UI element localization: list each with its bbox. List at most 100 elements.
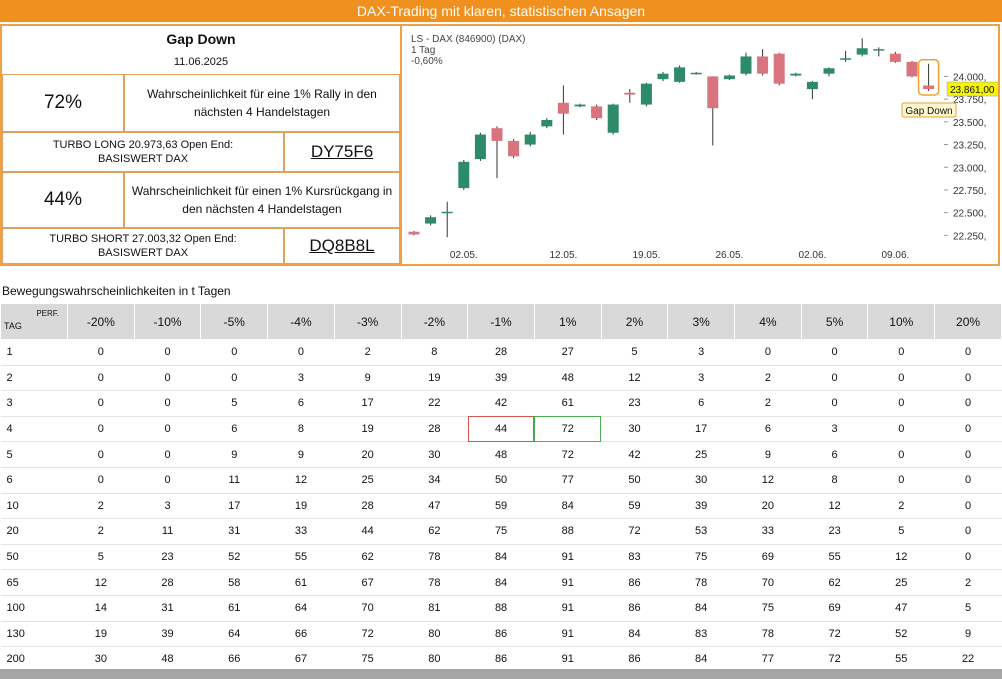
value-cell: 72 — [801, 646, 868, 673]
value-cell: 9 — [200, 441, 268, 468]
annotation-label: Gap Down — [905, 106, 952, 117]
signal-date: 11.06.2025 — [173, 56, 229, 69]
column-header: -3% — [333, 303, 402, 340]
value-cell: 88 — [467, 595, 535, 622]
value-cell: 91 — [534, 646, 602, 673]
value-cell: 3 — [667, 339, 735, 366]
x-tick-label: 02.05. — [450, 250, 478, 261]
value-cell: 23 — [134, 544, 201, 571]
value-cell: 0 — [67, 416, 135, 443]
value-cell: 28 — [134, 569, 201, 596]
value-cell: 6 — [801, 441, 868, 468]
candle-body — [508, 140, 520, 157]
tag-cell: 5 — [0, 441, 68, 468]
value-cell: 0 — [67, 339, 135, 366]
column-header: -5% — [200, 303, 269, 340]
candle-body — [674, 67, 686, 82]
candle-body — [491, 128, 503, 141]
value-cell: 33 — [267, 518, 335, 545]
value-cell: 19 — [67, 621, 135, 648]
value-cell: 0 — [67, 441, 135, 468]
footer-bar — [0, 669, 1002, 679]
value-cell: 83 — [667, 621, 735, 648]
value-cell: 67 — [267, 646, 335, 673]
value-cell: 0 — [200, 339, 268, 366]
table-row: 1 0 0 0 0 2 8 28 27 5 3 0 0 0 0 — [0, 339, 1002, 366]
candle-body — [574, 104, 586, 107]
value-cell: 0 — [934, 544, 1002, 571]
value-cell: 91 — [534, 621, 602, 648]
value-cell: 23 — [801, 518, 868, 545]
value-cell: 42 — [601, 441, 668, 468]
candle-body — [923, 85, 935, 90]
table-row: 5 0 0 9 9 20 30 48 72 42 25 9 6 0 0 — [0, 441, 1002, 468]
value-cell: 78 — [667, 569, 735, 596]
long-underlying: BASISWERT DAX — [97, 153, 189, 165]
value-cell: 59 — [467, 493, 535, 520]
value-cell: 50 — [467, 467, 535, 494]
value-cell: 52 — [200, 544, 268, 571]
value-cell: 72 — [534, 416, 602, 443]
value-cell: 62 — [334, 544, 402, 571]
value-cell: 0 — [934, 493, 1002, 520]
table-row: 130 19 39 64 66 72 80 86 91 84 83 78 72 52 9 — [0, 621, 1002, 648]
tag-cell: 130 — [0, 621, 68, 648]
value-cell: 62 — [401, 518, 468, 545]
value-cell: 30 — [401, 441, 468, 468]
candle-body — [806, 81, 818, 90]
value-cell: 6 — [200, 416, 268, 443]
candle-body — [889, 53, 901, 62]
candle-body — [524, 134, 536, 145]
value-cell: 78 — [734, 621, 802, 648]
value-cell: 12 — [267, 467, 335, 494]
candle-body — [873, 49, 885, 51]
candle-body — [591, 106, 603, 119]
signal-title: Gap Down — [166, 31, 236, 48]
candle-body — [757, 56, 769, 74]
value-cell: 48 — [467, 441, 535, 468]
value-cell: 0 — [867, 441, 935, 468]
value-cell: 48 — [134, 646, 201, 673]
y-tick-label: 23.250, — [953, 141, 986, 152]
value-cell: 12 — [801, 493, 868, 520]
tag-cell: 100 — [0, 595, 68, 622]
value-cell: 9 — [334, 365, 402, 392]
value-cell: 0 — [134, 365, 201, 392]
value-cell: 0 — [867, 339, 935, 366]
candle-body — [408, 231, 420, 235]
value-cell: 2 — [67, 518, 135, 545]
value-cell: 8 — [401, 339, 468, 366]
long-turbo-name: TURBO LONG 20.973,63 Open End: — [52, 138, 234, 151]
value-cell: 9 — [267, 441, 335, 468]
candle-body — [458, 161, 470, 189]
value-cell: 30 — [667, 467, 735, 494]
value-cell: 86 — [467, 621, 535, 648]
value-cell: 72 — [534, 441, 602, 468]
value-cell: 17 — [667, 416, 735, 443]
value-cell: 86 — [601, 569, 668, 596]
candle-body — [906, 61, 918, 77]
column-header: 2% — [600, 303, 669, 340]
candle-body — [640, 83, 652, 105]
column-header: 5% — [800, 303, 869, 340]
value-cell: 47 — [401, 493, 468, 520]
short-turbo-name: TURBO SHORT 27.003,32 Open End: — [49, 232, 237, 245]
value-cell: 2 — [734, 365, 802, 392]
x-tick-label: 09.06. — [881, 250, 909, 261]
long-wkn: DY75F6 — [284, 132, 400, 172]
column-header: 10% — [867, 303, 936, 340]
value-cell: 0 — [734, 339, 802, 366]
value-cell: 3 — [667, 365, 735, 392]
short-probability: 44% — [2, 172, 124, 228]
value-cell: 44 — [334, 518, 402, 545]
value-cell: 2 — [334, 339, 402, 366]
value-cell: 84 — [534, 493, 602, 520]
candle-body — [690, 72, 702, 75]
value-cell: 0 — [134, 441, 201, 468]
value-cell: 81 — [401, 595, 468, 622]
table-row: 4 0 0 6 8 19 28 44 72 30 17 6 3 0 0 — [0, 416, 1002, 443]
value-cell: 39 — [134, 621, 201, 648]
value-cell: 12 — [601, 365, 668, 392]
value-cell: 61 — [267, 569, 335, 596]
